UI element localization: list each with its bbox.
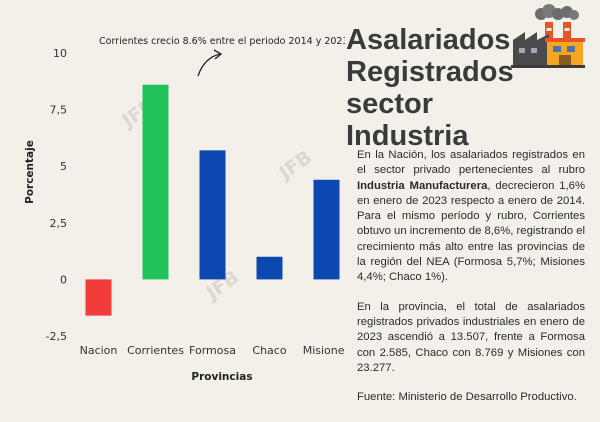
bar-formosa bbox=[199, 150, 226, 280]
bars bbox=[85, 84, 340, 316]
y-tick-label: 10 bbox=[53, 47, 67, 60]
y-tick-label: -2,5 bbox=[46, 330, 67, 343]
y-tick-label: 2,5 bbox=[50, 217, 68, 230]
paragraph-1-bold: Industria Manufacturera bbox=[357, 179, 488, 192]
y-axis-ticks: -2,5 0 2,5 5 7,5 10 bbox=[46, 47, 67, 343]
x-axis-title: Provincias bbox=[191, 371, 252, 383]
y-tick-label: 5 bbox=[60, 160, 67, 173]
annotation-text: Corrientes crecio 8.6% entre el periodo … bbox=[99, 36, 345, 47]
x-tick-label: Corrientes bbox=[127, 344, 184, 357]
paragraph-2: En la provincia, el total de asalariados… bbox=[357, 300, 585, 374]
x-tick-label: Misiones bbox=[303, 344, 345, 357]
annotation-arrowhead bbox=[213, 49, 223, 60]
annotation-arrow bbox=[197, 53, 221, 77]
x-axis-ticks: Nacion Corrientes Formosa Chaco Misiones bbox=[80, 344, 345, 357]
paragraph-1-end: , decrecieron 1,6% en enero de 2023 resp… bbox=[357, 179, 585, 284]
source-text: Fuente: Ministerio de Desarrollo Product… bbox=[357, 391, 577, 404]
title-line-1: Asalariados bbox=[346, 24, 511, 56]
page-title: Asalariados Registrados sector Industria bbox=[346, 24, 556, 152]
bar-chaco bbox=[256, 256, 283, 280]
bar-nacion bbox=[85, 279, 112, 316]
y-axis-title: Porcentaje bbox=[24, 140, 36, 204]
factory-icon bbox=[511, 4, 585, 68]
title-line-3: sector Industria bbox=[346, 88, 469, 152]
y-tick-label: 7,5 bbox=[50, 104, 68, 117]
x-tick-label: Formosa bbox=[189, 344, 236, 357]
y-tick-label: 0 bbox=[60, 273, 67, 286]
x-tick-label: Chaco bbox=[252, 344, 286, 357]
title-line-2: Registrados bbox=[346, 56, 514, 88]
bar-misiones bbox=[313, 179, 340, 280]
paragraph-1: En la Nación, los asalariados registrado… bbox=[357, 148, 585, 286]
x-tick-label: Nacion bbox=[80, 344, 118, 357]
paragraph-1-start: En la Nación, los asalariados registrado… bbox=[357, 149, 585, 177]
watermark: JFB bbox=[274, 146, 317, 185]
bar-corrientes bbox=[142, 84, 169, 280]
description-text: En la Nación, los asalariados registrado… bbox=[357, 148, 585, 419]
